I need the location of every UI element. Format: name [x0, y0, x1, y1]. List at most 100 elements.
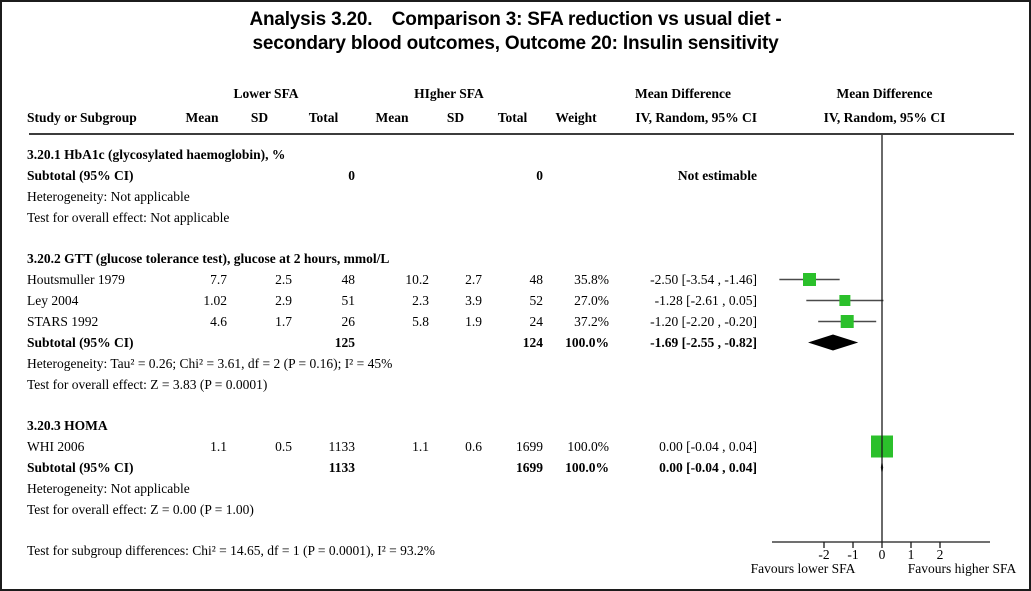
- cell-weight: 100.0%: [565, 460, 609, 475]
- row-spacer: [2, 395, 762, 415]
- column-group-lower-sfa: Lower SFA: [233, 86, 299, 101]
- cell-sd-higher: 2.7: [465, 272, 482, 287]
- cell-study: STARS 1992: [27, 314, 99, 329]
- study-row: Ley 2004 1.02 2.9 51 2.3 3.9 52 27.0% -1.28 [-2.…: [2, 290, 762, 311]
- stats-note: Heterogeneity: Not applicable: [27, 189, 190, 204]
- header-total-2: Total: [497, 110, 528, 125]
- cell-ci: -1.28 [-2.61 , 0.05]: [654, 293, 757, 308]
- cell-ci: -2.50 [-3.54 , -1.46]: [650, 272, 757, 287]
- stats-note: Heterogeneity: Not applicable: [27, 481, 190, 496]
- cell-total-higher: 24: [529, 314, 544, 329]
- tick-label: -2: [818, 547, 829, 562]
- cell-mean-lower: 4.6: [210, 314, 227, 329]
- study-row: STARS 1992 4.6 1.7 26 5.8 1.9 24 37.2% -1.20 [-2…: [2, 311, 762, 332]
- cell-sd-higher: 3.9: [465, 293, 482, 308]
- cell-total-higher: 0: [536, 168, 543, 183]
- cell-ci: Not estimable: [677, 168, 757, 183]
- cell-ci: -1.69 [-2.55 , -0.82]: [650, 335, 757, 350]
- table-header-row: Study or Subgroup Mean SD Total Mean SD …: [2, 107, 757, 128]
- cell-sd-higher: 0.6: [465, 439, 482, 454]
- subtotal-row: Subtotal (95% CI) 1133 1699 100.0% 0.00 [-0.…: [2, 457, 762, 478]
- header-divider: [29, 133, 1014, 135]
- cell-total-lower: 1133: [328, 460, 355, 475]
- cell-mean-lower: 1.1: [210, 439, 227, 454]
- cell-total-lower: 51: [341, 293, 356, 308]
- subgroup-heading: 3.20.3 HOMA: [27, 418, 108, 433]
- mean-difference-header-right: Mean Difference: [836, 86, 933, 101]
- cell-study: Subtotal (95% CI): [27, 168, 134, 183]
- header-mean-1: Mean: [185, 110, 219, 125]
- cell-study: Houtsmuller 1979: [27, 272, 125, 287]
- cell-sd-higher: 1.9: [465, 314, 482, 329]
- cell-sd-higher: [429, 332, 482, 353]
- cell-total-lower: 26: [341, 314, 356, 329]
- tick-label: 0: [879, 547, 886, 562]
- cell-weight: 35.8%: [574, 272, 609, 287]
- stats-note: Test for subgroup differences: Chi² = 14…: [27, 543, 436, 558]
- effect-square: [839, 295, 851, 306]
- cell-mean-higher: 2.3: [412, 293, 429, 308]
- cell-total-higher: 1699: [516, 460, 543, 475]
- cell-weight: 100.0%: [567, 439, 609, 454]
- mean-difference-header-left: Mean Difference: [634, 86, 732, 101]
- subgroup-heading: 3.20.1 HbA1c (glycosylated haemoglobin),…: [27, 147, 286, 162]
- cell-total-higher: 48: [529, 272, 544, 287]
- subgroup-heading: 3.20.2 GTT (glucose tolerance test), glu…: [27, 251, 390, 266]
- favours-right-label: Favours higher SFA: [908, 561, 1017, 576]
- title-line-2: secondary blood outcomes, Outcome 20: In…: [252, 33, 779, 54]
- cell-mean-lower: [177, 165, 227, 186]
- cell-sd-lower: [227, 165, 292, 186]
- cell-mean-higher: 1.1: [412, 439, 429, 454]
- cell-sd-higher: [429, 457, 482, 478]
- cell-weight: 27.0%: [574, 293, 609, 308]
- cell-mean-higher: 10.2: [405, 272, 429, 287]
- tick-label: 1: [908, 547, 915, 562]
- cell-mean-lower: [177, 457, 227, 478]
- cell-mean-lower: [177, 332, 227, 353]
- tick-label: -1: [847, 547, 858, 562]
- cell-total-higher: 124: [522, 335, 543, 350]
- page-title: Analysis 3.20. Comparison 3: SFA reducti…: [2, 8, 1029, 56]
- cell-mean-lower: 7.7: [210, 272, 227, 287]
- cell-sd-lower: 1.7: [275, 314, 292, 329]
- results-table: 3.20.1 HbA1c (glycosylated haemoglobin),…: [2, 144, 762, 561]
- cell-total-higher: 52: [529, 293, 544, 308]
- cell-mean-higher: [355, 332, 429, 353]
- header-sd-2: SD: [446, 110, 465, 125]
- cell-mean-higher: [355, 165, 429, 186]
- cell-study: Subtotal (95% CI): [27, 460, 134, 475]
- cell-sd-higher: [429, 165, 482, 186]
- subtotal-diamond: [808, 334, 859, 351]
- cell-mean-higher: 5.8: [412, 314, 429, 329]
- cell-ci: -1.20 [-2.20 , -0.20]: [650, 314, 757, 329]
- header-mean-2: Mean: [375, 110, 409, 125]
- header-total-1: Total: [308, 110, 339, 125]
- cell-weight: [543, 165, 609, 186]
- column-group-higher-sfa: HIgher SFA: [414, 86, 484, 101]
- study-row: WHI 2006 1.1 0.5 1133 1.1 0.6 1699 100.0% 0.00 […: [2, 436, 762, 457]
- row-spacer: [2, 520, 762, 540]
- cell-total-lower: 125: [334, 335, 355, 350]
- cell-sd-lower: 2.5: [275, 272, 292, 287]
- cell-sd-lower: 2.9: [275, 293, 292, 308]
- subtotal-row: Subtotal (95% CI) 0 0 Not estimable: [2, 165, 762, 186]
- header-sd-1: SD: [250, 110, 269, 125]
- cell-sd-lower: [227, 457, 292, 478]
- favours-left-label: Favours lower SFA: [751, 561, 856, 576]
- effect-square: [840, 315, 854, 328]
- stats-note: Test for overall effect: Z = 3.83 (P = 0…: [27, 377, 268, 392]
- effect-square: [803, 273, 816, 286]
- cell-weight: 37.2%: [574, 314, 609, 329]
- header-study: Study or Subgroup: [27, 110, 137, 125]
- stats-note: Test for overall effect: Z = 0.00 (P = 1…: [27, 502, 254, 517]
- study-row: Houtsmuller 1979 7.7 2.5 48 10.2 2.7 48 35.8% -2…: [2, 269, 762, 290]
- header-weight: Weight: [555, 110, 597, 125]
- cell-total-lower: 48: [341, 272, 356, 287]
- effect-square: [871, 435, 893, 458]
- cell-study: Ley 2004: [27, 293, 79, 308]
- cell-sd-lower: [227, 332, 292, 353]
- cell-ci: 0.00 [-0.04 , 0.04]: [659, 439, 757, 454]
- cell-total-higher: 1699: [516, 439, 543, 454]
- row-spacer: [2, 228, 762, 248]
